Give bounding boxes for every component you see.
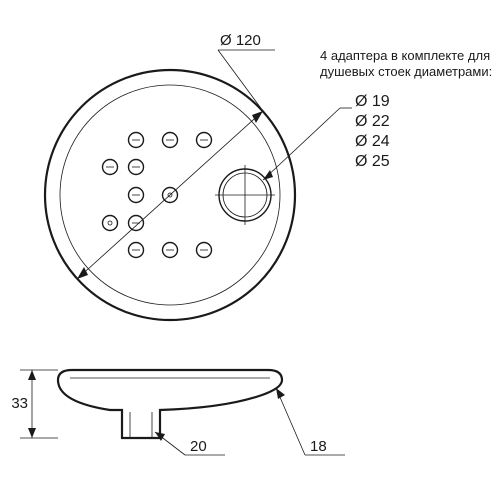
nozzle (103, 160, 118, 175)
technical-drawing: Ø 120 4 адаптера в комплекте для душевых… (0, 0, 500, 500)
nozzle (197, 243, 212, 258)
diam-0: Ø 19 (355, 93, 390, 110)
nozzle (163, 133, 178, 148)
dim-20: 20 (155, 432, 225, 455)
label-20: 20 (190, 438, 207, 455)
dim-18: 18 (276, 388, 345, 455)
note-line1: 4 адаптера в комплекте для (320, 48, 490, 63)
diam-3: Ø 25 (355, 153, 390, 170)
nozzle (163, 243, 178, 258)
diameter-label: Ø 120 (220, 32, 261, 49)
adapter-hole (215, 165, 275, 225)
nozzle (197, 133, 212, 148)
adapter-note: 4 адаптера в комплекте для душевых стоек… (320, 48, 492, 170)
top-view: Ø 120 (45, 32, 352, 320)
diam-1: Ø 22 (355, 113, 390, 130)
label-18: 18 (310, 438, 327, 455)
body-outline (58, 380, 282, 438)
rim-top (58, 370, 282, 380)
diam-2: Ø 24 (355, 133, 390, 150)
dim-height: 33 (11, 370, 58, 438)
nozzle (129, 243, 144, 258)
note-line2: душевых стоек диаметрами: (320, 64, 492, 79)
nozzle-special (103, 216, 118, 231)
side-view: 33 20 18 (11, 370, 345, 455)
nozzle (129, 188, 144, 203)
nozzle-grid (103, 133, 212, 258)
adapter-leader (263, 108, 352, 180)
nozzle (129, 160, 144, 175)
nozzle (129, 133, 144, 148)
height-label: 33 (11, 395, 28, 412)
nozzle (129, 216, 144, 231)
